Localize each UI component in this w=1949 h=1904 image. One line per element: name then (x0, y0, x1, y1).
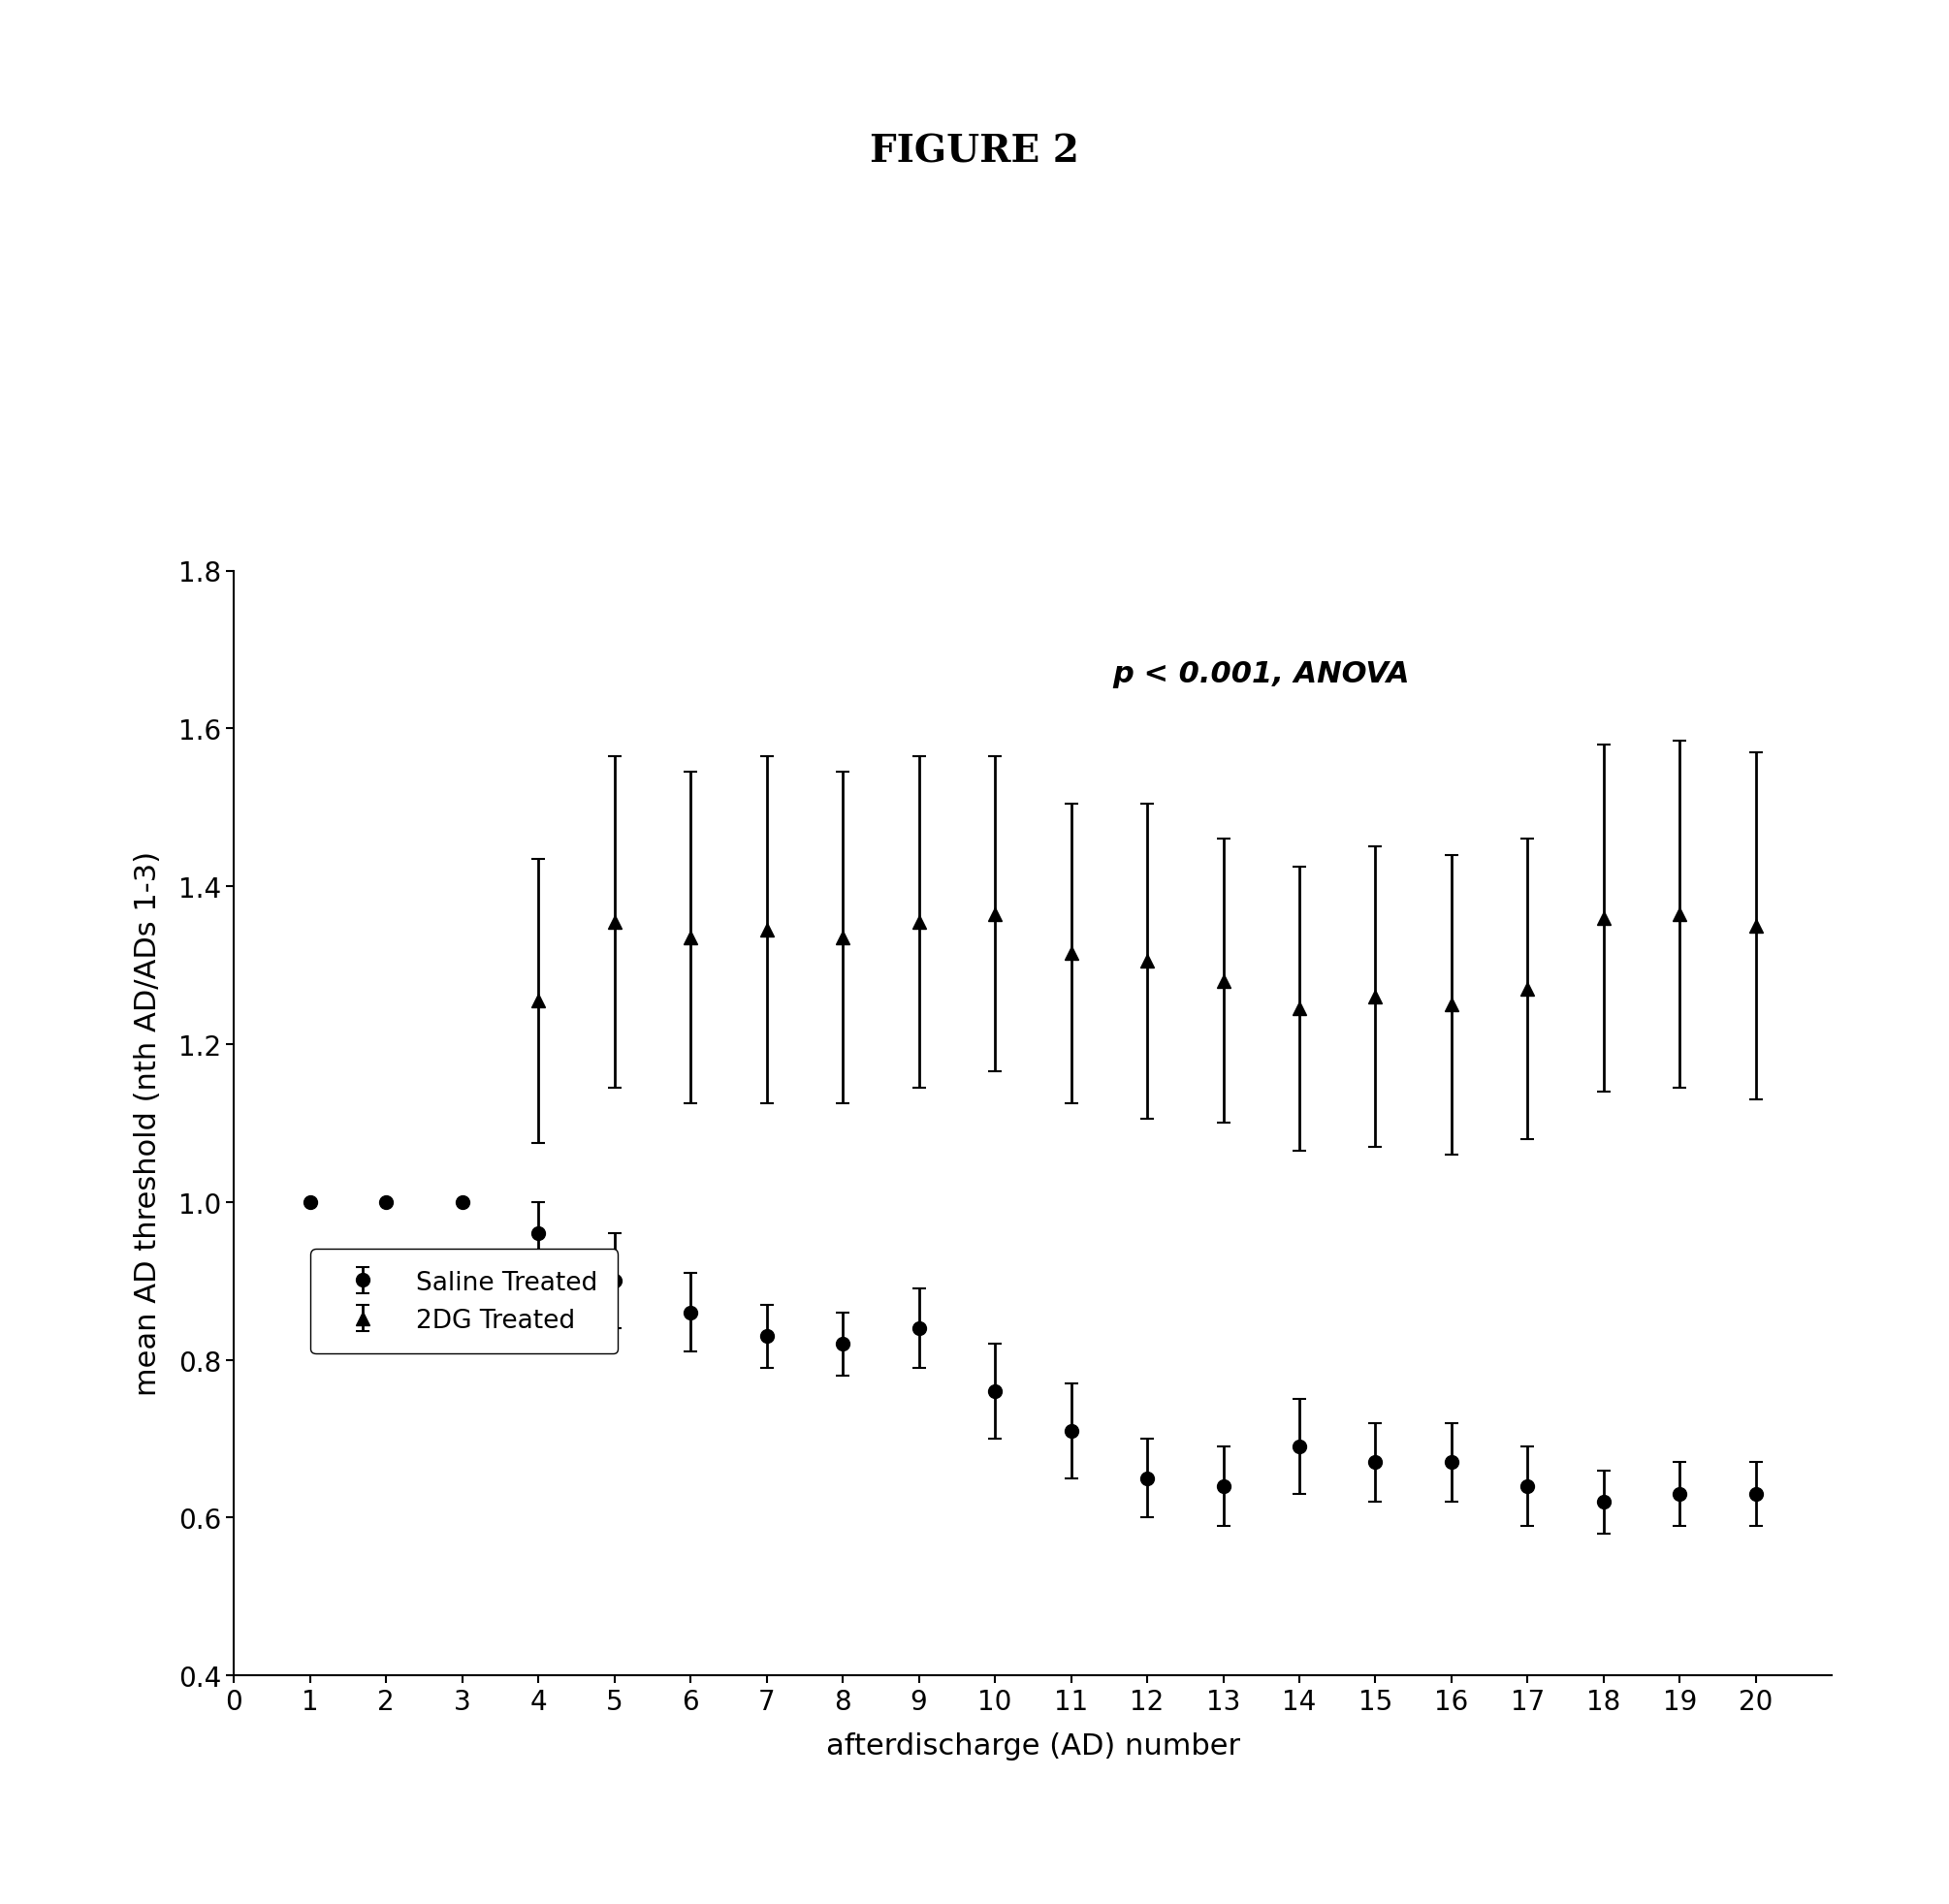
Text: FIGURE 2: FIGURE 2 (869, 133, 1080, 169)
Legend: Saline Treated, 2DG Treated: Saline Treated, 2DG Treated (310, 1249, 618, 1354)
X-axis label: afterdischarge (AD) number: afterdischarge (AD) number (826, 1731, 1240, 1759)
Text: p < 0.001, ANOVA: p < 0.001, ANOVA (1113, 659, 1409, 687)
Y-axis label: mean AD threshold (nth AD/ADs 1-3): mean AD threshold (nth AD/ADs 1-3) (134, 851, 162, 1396)
